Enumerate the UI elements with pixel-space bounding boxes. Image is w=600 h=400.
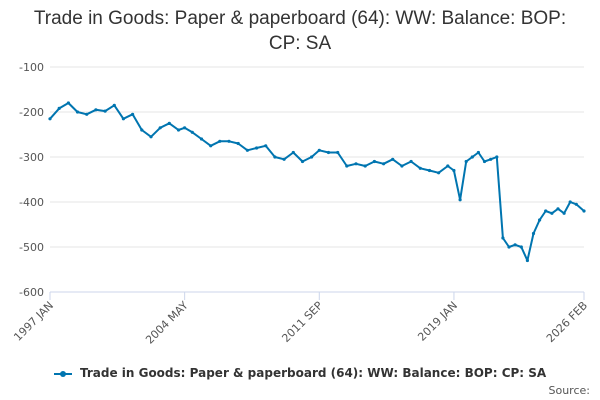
data-point (531, 231, 536, 236)
data-point (489, 157, 493, 161)
data-point (437, 171, 441, 175)
data-point (354, 162, 358, 166)
data-point (149, 135, 153, 139)
data-point (446, 164, 450, 168)
data-point (568, 200, 572, 204)
data-point (310, 155, 314, 159)
data-point (495, 155, 499, 159)
data-point (482, 159, 487, 164)
data-point (519, 245, 523, 249)
data-point (227, 139, 231, 143)
data-point (525, 258, 530, 263)
data-point (176, 128, 181, 132)
data-point (582, 209, 586, 213)
x-tick-label: 2004 MAY (143, 299, 191, 347)
y-tick-label: -300 (19, 151, 44, 164)
y-tick-label: -600 (19, 286, 44, 299)
data-point (209, 144, 213, 148)
data-point (470, 155, 474, 159)
chart-title: Trade in Goods: Paper & paperboard (64):… (33, 8, 567, 54)
data-point (282, 157, 286, 161)
y-tick-label: -500 (19, 241, 44, 254)
data-point (345, 164, 349, 168)
data-point (544, 209, 548, 213)
data-point (85, 112, 89, 116)
data-point (418, 166, 422, 170)
data-point (140, 128, 144, 132)
legend[interactable]: Trade in Goods: Paper & paperboard (64):… (0, 366, 600, 380)
data-point (550, 211, 554, 215)
data-point (75, 110, 80, 114)
data-point (300, 159, 305, 164)
data-point (476, 150, 480, 155)
data-point (48, 117, 52, 121)
data-point (158, 126, 162, 130)
x-tick-label: 2011 SEP (279, 299, 325, 345)
data-point (131, 112, 135, 116)
data-point (326, 150, 331, 155)
legend-label: Trade in Goods: Paper & paperboard (64):… (79, 366, 547, 380)
y-tick-label: -100 (19, 61, 44, 74)
data-point (103, 109, 107, 113)
data-point (400, 164, 404, 168)
data-point (57, 106, 61, 110)
data-point (382, 162, 386, 166)
data-point (199, 137, 204, 141)
data-point (538, 218, 542, 222)
data-point (372, 159, 376, 164)
y-tick-label: -200 (19, 106, 44, 119)
data-point (452, 168, 456, 173)
data-point (427, 168, 432, 173)
data-point (458, 198, 462, 202)
data-point (391, 157, 395, 161)
data-point (501, 236, 505, 240)
source-label: Source: (548, 384, 591, 397)
data-point (562, 211, 566, 215)
data-point (190, 130, 194, 134)
data-point (183, 126, 187, 130)
x-tick-label: 1997 JAN (11, 299, 56, 344)
data-point (112, 103, 116, 107)
data-point (236, 141, 240, 146)
legend-swatch (53, 370, 72, 377)
data-point (464, 159, 468, 164)
data-point (94, 108, 98, 112)
data-point (317, 148, 321, 152)
data-point (336, 150, 340, 155)
data-point (363, 164, 367, 168)
data-point (245, 148, 249, 152)
x-tick-label: 2026 FEB (544, 299, 590, 345)
data-point (121, 117, 125, 121)
data-point (218, 139, 222, 143)
data-point (556, 207, 560, 211)
y-tick-label: -400 (19, 196, 44, 209)
data-point (167, 121, 171, 125)
data-point (66, 101, 70, 105)
data-point (273, 155, 277, 159)
data-point (513, 243, 517, 247)
data-point (507, 245, 511, 249)
data-point (409, 159, 413, 164)
data-point (255, 146, 259, 150)
data-point (264, 144, 268, 148)
data-point (291, 150, 295, 155)
data-point (574, 202, 578, 206)
x-tick-label: 2019 JAN (415, 299, 460, 344)
